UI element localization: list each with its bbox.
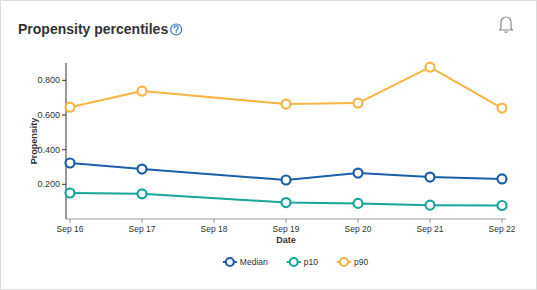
x-tick-label: Sep 22 [489, 224, 516, 234]
series-point [66, 159, 75, 168]
y-tick [62, 80, 66, 81]
help-icon-dot [175, 32, 176, 33]
legend: Median p10 p90 [223, 257, 369, 267]
plot-area [66, 63, 507, 210]
bell-clapper [505, 31, 508, 33]
series-point [138, 189, 147, 198]
x-tick [430, 219, 431, 223]
bell-icon [500, 17, 513, 30]
legend-label: p10 [304, 257, 318, 267]
x-tick-label: Sep 20 [345, 224, 372, 234]
y-tick-label: 0.200 [37, 179, 60, 189]
x-tick-label: Sep 18 [201, 224, 228, 234]
title: Propensity percentiles [18, 21, 168, 37]
series-point [354, 199, 363, 208]
x-tick [214, 219, 215, 223]
x-tick-label: Sep 16 [57, 224, 84, 234]
y-tick-label: 0.800 [37, 75, 60, 85]
help-icon-glyph [174, 26, 178, 31]
legend-label: p90 [354, 257, 368, 267]
series-point [426, 63, 435, 72]
help-icon [171, 24, 182, 35]
series-point [498, 201, 507, 210]
series-point [426, 173, 435, 182]
x-tick-label: Sep 21 [417, 224, 444, 234]
legend-marker [226, 258, 234, 266]
series-point [66, 103, 75, 112]
series-point [354, 169, 363, 178]
series-point [498, 174, 507, 183]
series-point [282, 176, 291, 185]
card [1, 1, 537, 290]
y-tick-label: 0.600 [37, 110, 60, 120]
x-tick [502, 219, 503, 223]
series-point [498, 104, 507, 113]
x-axis-label: Date [276, 235, 296, 245]
series-point [66, 189, 75, 198]
y-axis-label: Propensity [29, 118, 39, 165]
x-tick-label: Sep 17 [129, 224, 156, 234]
x-tick [286, 219, 287, 223]
legend-label: Median [240, 257, 268, 267]
series-point [282, 198, 291, 207]
chart-root: Propensity percentiles 0.200 0.400 0.600 0.8… [0, 0, 537, 290]
legend-marker [340, 258, 348, 266]
x-tick [142, 219, 143, 223]
y-tick-label: 0.400 [37, 145, 60, 155]
series-point [138, 87, 147, 96]
series-point [354, 99, 363, 108]
series-point [138, 165, 147, 174]
y-tick [62, 184, 66, 185]
x-tick [70, 219, 71, 223]
series-line [70, 67, 502, 108]
y-tick [62, 115, 66, 116]
y-tick [62, 149, 66, 150]
legend-marker [290, 258, 298, 266]
series-point [282, 100, 291, 109]
series-point [426, 201, 435, 210]
x-tick [358, 219, 359, 223]
x-tick-label: Sep 19 [273, 224, 300, 234]
